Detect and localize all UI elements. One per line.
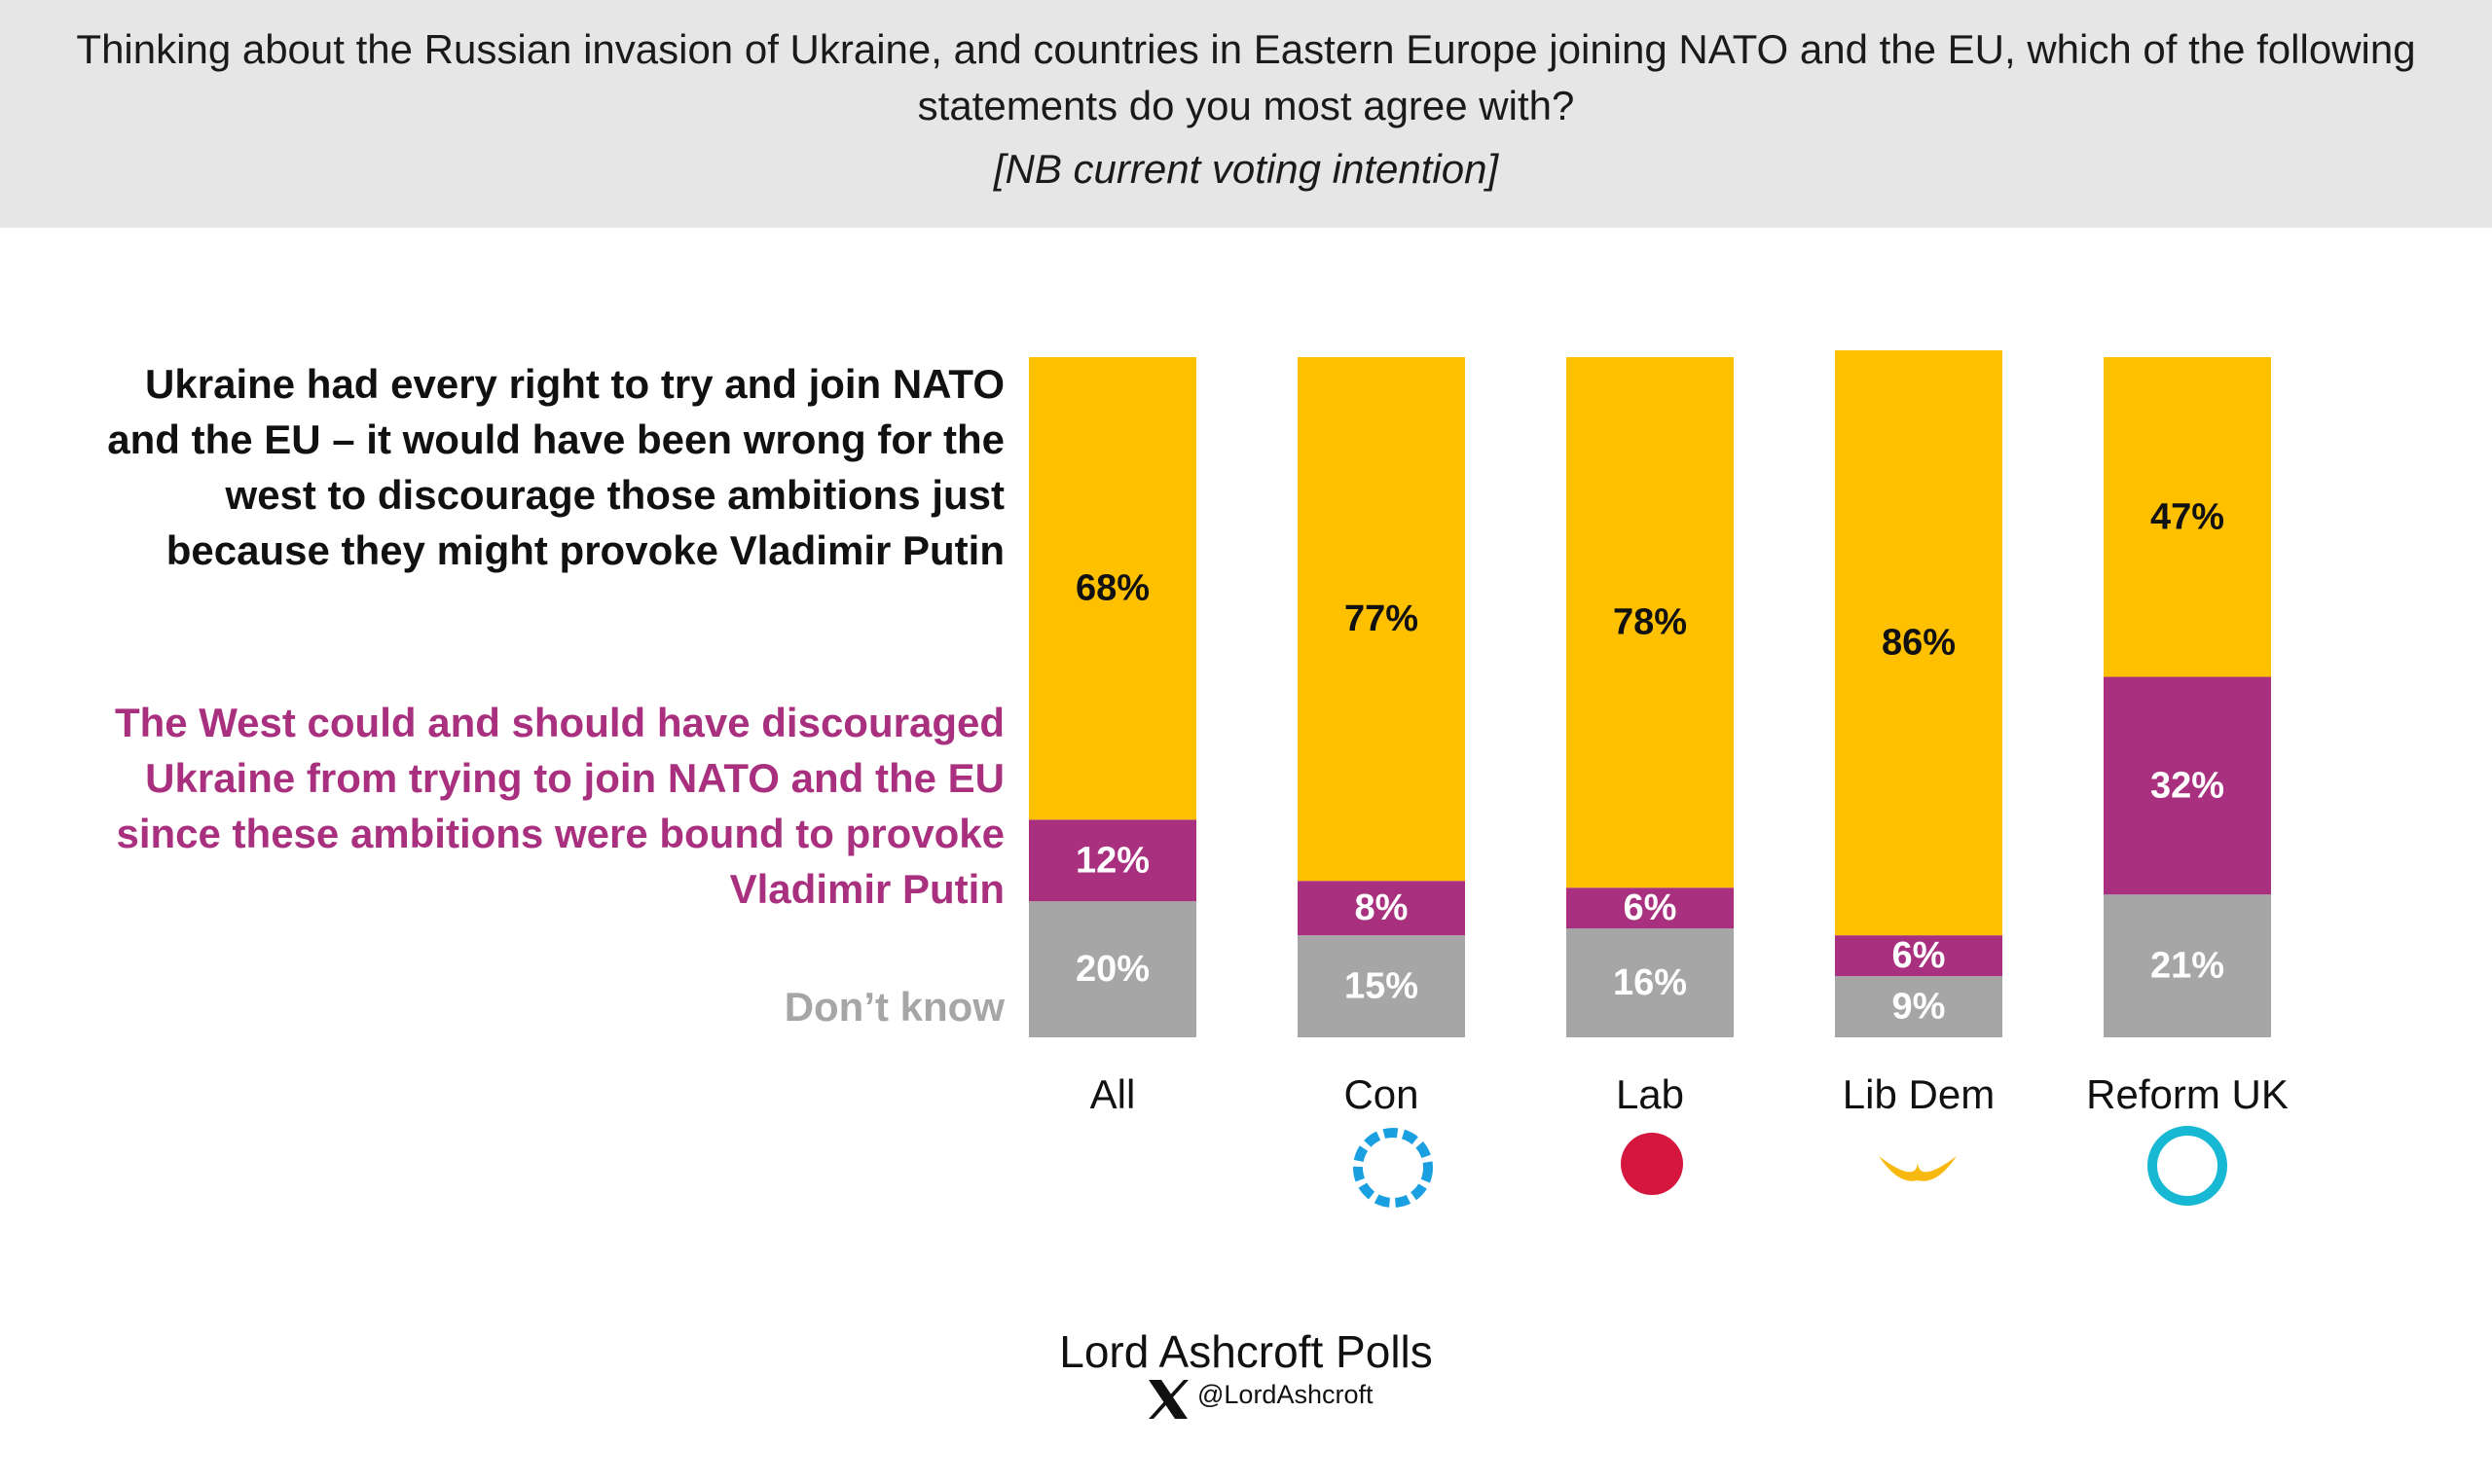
bar-segment — [1029, 901, 1196, 1037]
bar-segment — [1029, 819, 1196, 902]
bar-segment — [2104, 894, 2271, 1037]
lab-logo — [1621, 1133, 1683, 1195]
con-logo — [1353, 1128, 1433, 1208]
x-logo — [1149, 1380, 1189, 1419]
value-label: 86% — [1882, 623, 1956, 664]
bar-segment — [1566, 357, 1734, 888]
value-label: 9% — [1892, 987, 1946, 1028]
bar-segment — [2104, 676, 2271, 895]
value-label: 47% — [2150, 496, 2224, 537]
value-label: 77% — [1344, 598, 1418, 639]
x-tick-label: Lab — [1616, 1071, 1684, 1117]
bar-segment — [1835, 350, 2002, 936]
legend-entry: Don’t know — [784, 984, 1005, 1030]
source: Lord Ashcroft Polls — [1059, 1326, 1433, 1377]
bar-segment — [1566, 887, 1734, 929]
bar-segment — [1298, 881, 1465, 936]
value-label: 8% — [1355, 887, 1409, 928]
x-tick-label: Con — [1343, 1071, 1418, 1117]
value-label: 78% — [1613, 602, 1687, 643]
party-logos — [1353, 1126, 2227, 1208]
value-label: 20% — [1076, 949, 1150, 990]
value-label: 6% — [1624, 887, 1677, 928]
value-label: 32% — [2150, 765, 2224, 806]
x-tick-label: Lib Dem — [1843, 1071, 1995, 1117]
bar-segment — [1029, 357, 1196, 820]
handle: @LordAshcroft — [1197, 1380, 1374, 1409]
bar-segment — [1298, 357, 1465, 882]
bar-segment — [1298, 935, 1465, 1037]
x-tick-label: Reform UK — [2086, 1071, 2289, 1117]
chart-subtitle: [NB current voting intention] — [993, 146, 1499, 192]
value-label: 68% — [1076, 568, 1150, 609]
legend-entry: The West could and should have discourag… — [114, 700, 1005, 912]
chart-title: Thinking about the Russian invasion of U… — [76, 26, 2416, 128]
bar-segment — [1835, 976, 2002, 1037]
bar-segment — [2104, 357, 2271, 677]
libdem-logo — [1879, 1156, 1957, 1181]
value-label: 21% — [2150, 946, 2224, 987]
header: Thinking about the Russian invasion of U… — [0, 0, 2492, 228]
value-label: 15% — [1344, 966, 1418, 1007]
value-label: 6% — [1892, 935, 1946, 976]
bar-segment — [1566, 928, 1734, 1037]
value-label: 16% — [1613, 962, 1687, 1003]
legend-entry: Ukraine had every right to try and join … — [107, 361, 1005, 573]
reform-logo — [2147, 1126, 2227, 1206]
bar-segment — [1835, 935, 2002, 977]
value-label: 12% — [1076, 840, 1150, 881]
x-tick-label: All — [1090, 1071, 1136, 1117]
